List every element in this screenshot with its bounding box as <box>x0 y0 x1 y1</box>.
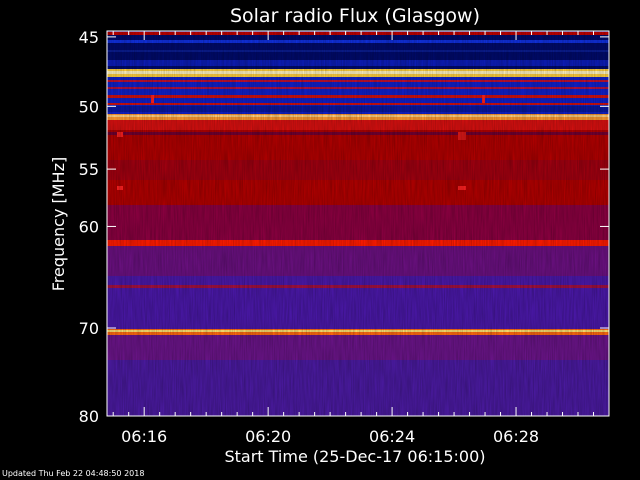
updated-timestamp: Updated Thu Feb 22 04:48:50 2018 <box>2 469 145 478</box>
x-tick-label: 06:20 <box>245 427 291 446</box>
y-axis-label: Frequency [MHz] <box>49 157 68 291</box>
x-axis: 06:16 06:20 06:24 06:28 <box>112 31 610 446</box>
y-axis: 45 50 55 60 70 80 <box>79 28 609 426</box>
plot-frame <box>106 30 610 417</box>
x-tick-label: 06:16 <box>121 427 167 446</box>
y-tick-label: 55 <box>79 160 99 179</box>
y-tick-label: 45 <box>79 28 99 47</box>
x-tick-label: 06:24 <box>369 427 415 446</box>
plot-area <box>106 30 610 417</box>
noise-texture <box>107 31 609 416</box>
y-tick-label: 50 <box>79 97 99 116</box>
x-tick-label: 06:28 <box>493 427 539 446</box>
x-axis-label: Start Time (25-Dec-17 06:15:00) <box>224 447 485 466</box>
chart-title: Solar radio Flux (Glasgow) <box>230 5 480 27</box>
y-tick-label: 60 <box>79 217 99 236</box>
y-tick-label: 70 <box>79 319 99 338</box>
y-tick-label: 80 <box>79 407 99 426</box>
